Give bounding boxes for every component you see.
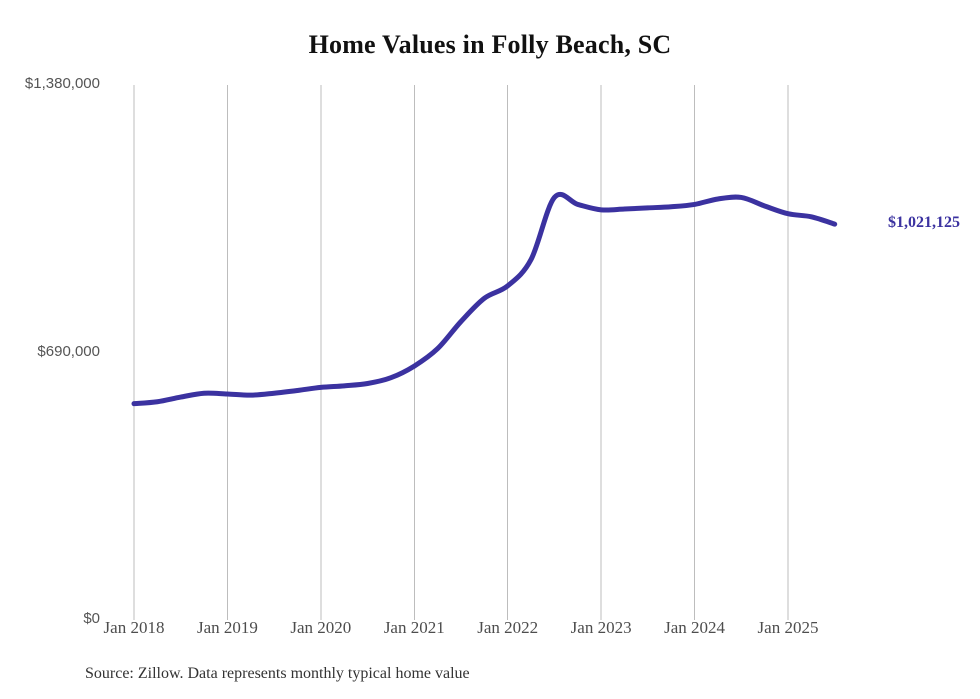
x-axis-tick-label: Jan 2022	[477, 618, 539, 637]
x-axis-tick-label: Jan 2018	[103, 618, 165, 637]
y-axis-tick-label: $1,380,000	[24, 75, 100, 92]
y-axis-tick-label: $0	[83, 610, 100, 627]
x-axis-tick-label: Jan 2023	[570, 618, 632, 637]
home-value-line	[131, 191, 838, 407]
x-axis-tick-label: Jan 2024	[664, 618, 726, 637]
chart-title: Home Values in Folly Beach, SC	[308, 30, 672, 59]
gridlines	[133, 85, 789, 620]
y-axis-tick-label: $690,000	[37, 342, 100, 360]
end-value-label: $1,021,125	[888, 214, 960, 232]
x-axis-tick-label: Jan 2019	[196, 618, 258, 637]
x-axis-tick-label: Jan 2020	[290, 618, 352, 637]
x-axis-tick-label: Jan 2021	[383, 618, 445, 637]
x-axis-tick-label: Jan 2025	[757, 618, 819, 637]
source-note: Source: Zillow. Data represents monthly …	[85, 665, 470, 682]
